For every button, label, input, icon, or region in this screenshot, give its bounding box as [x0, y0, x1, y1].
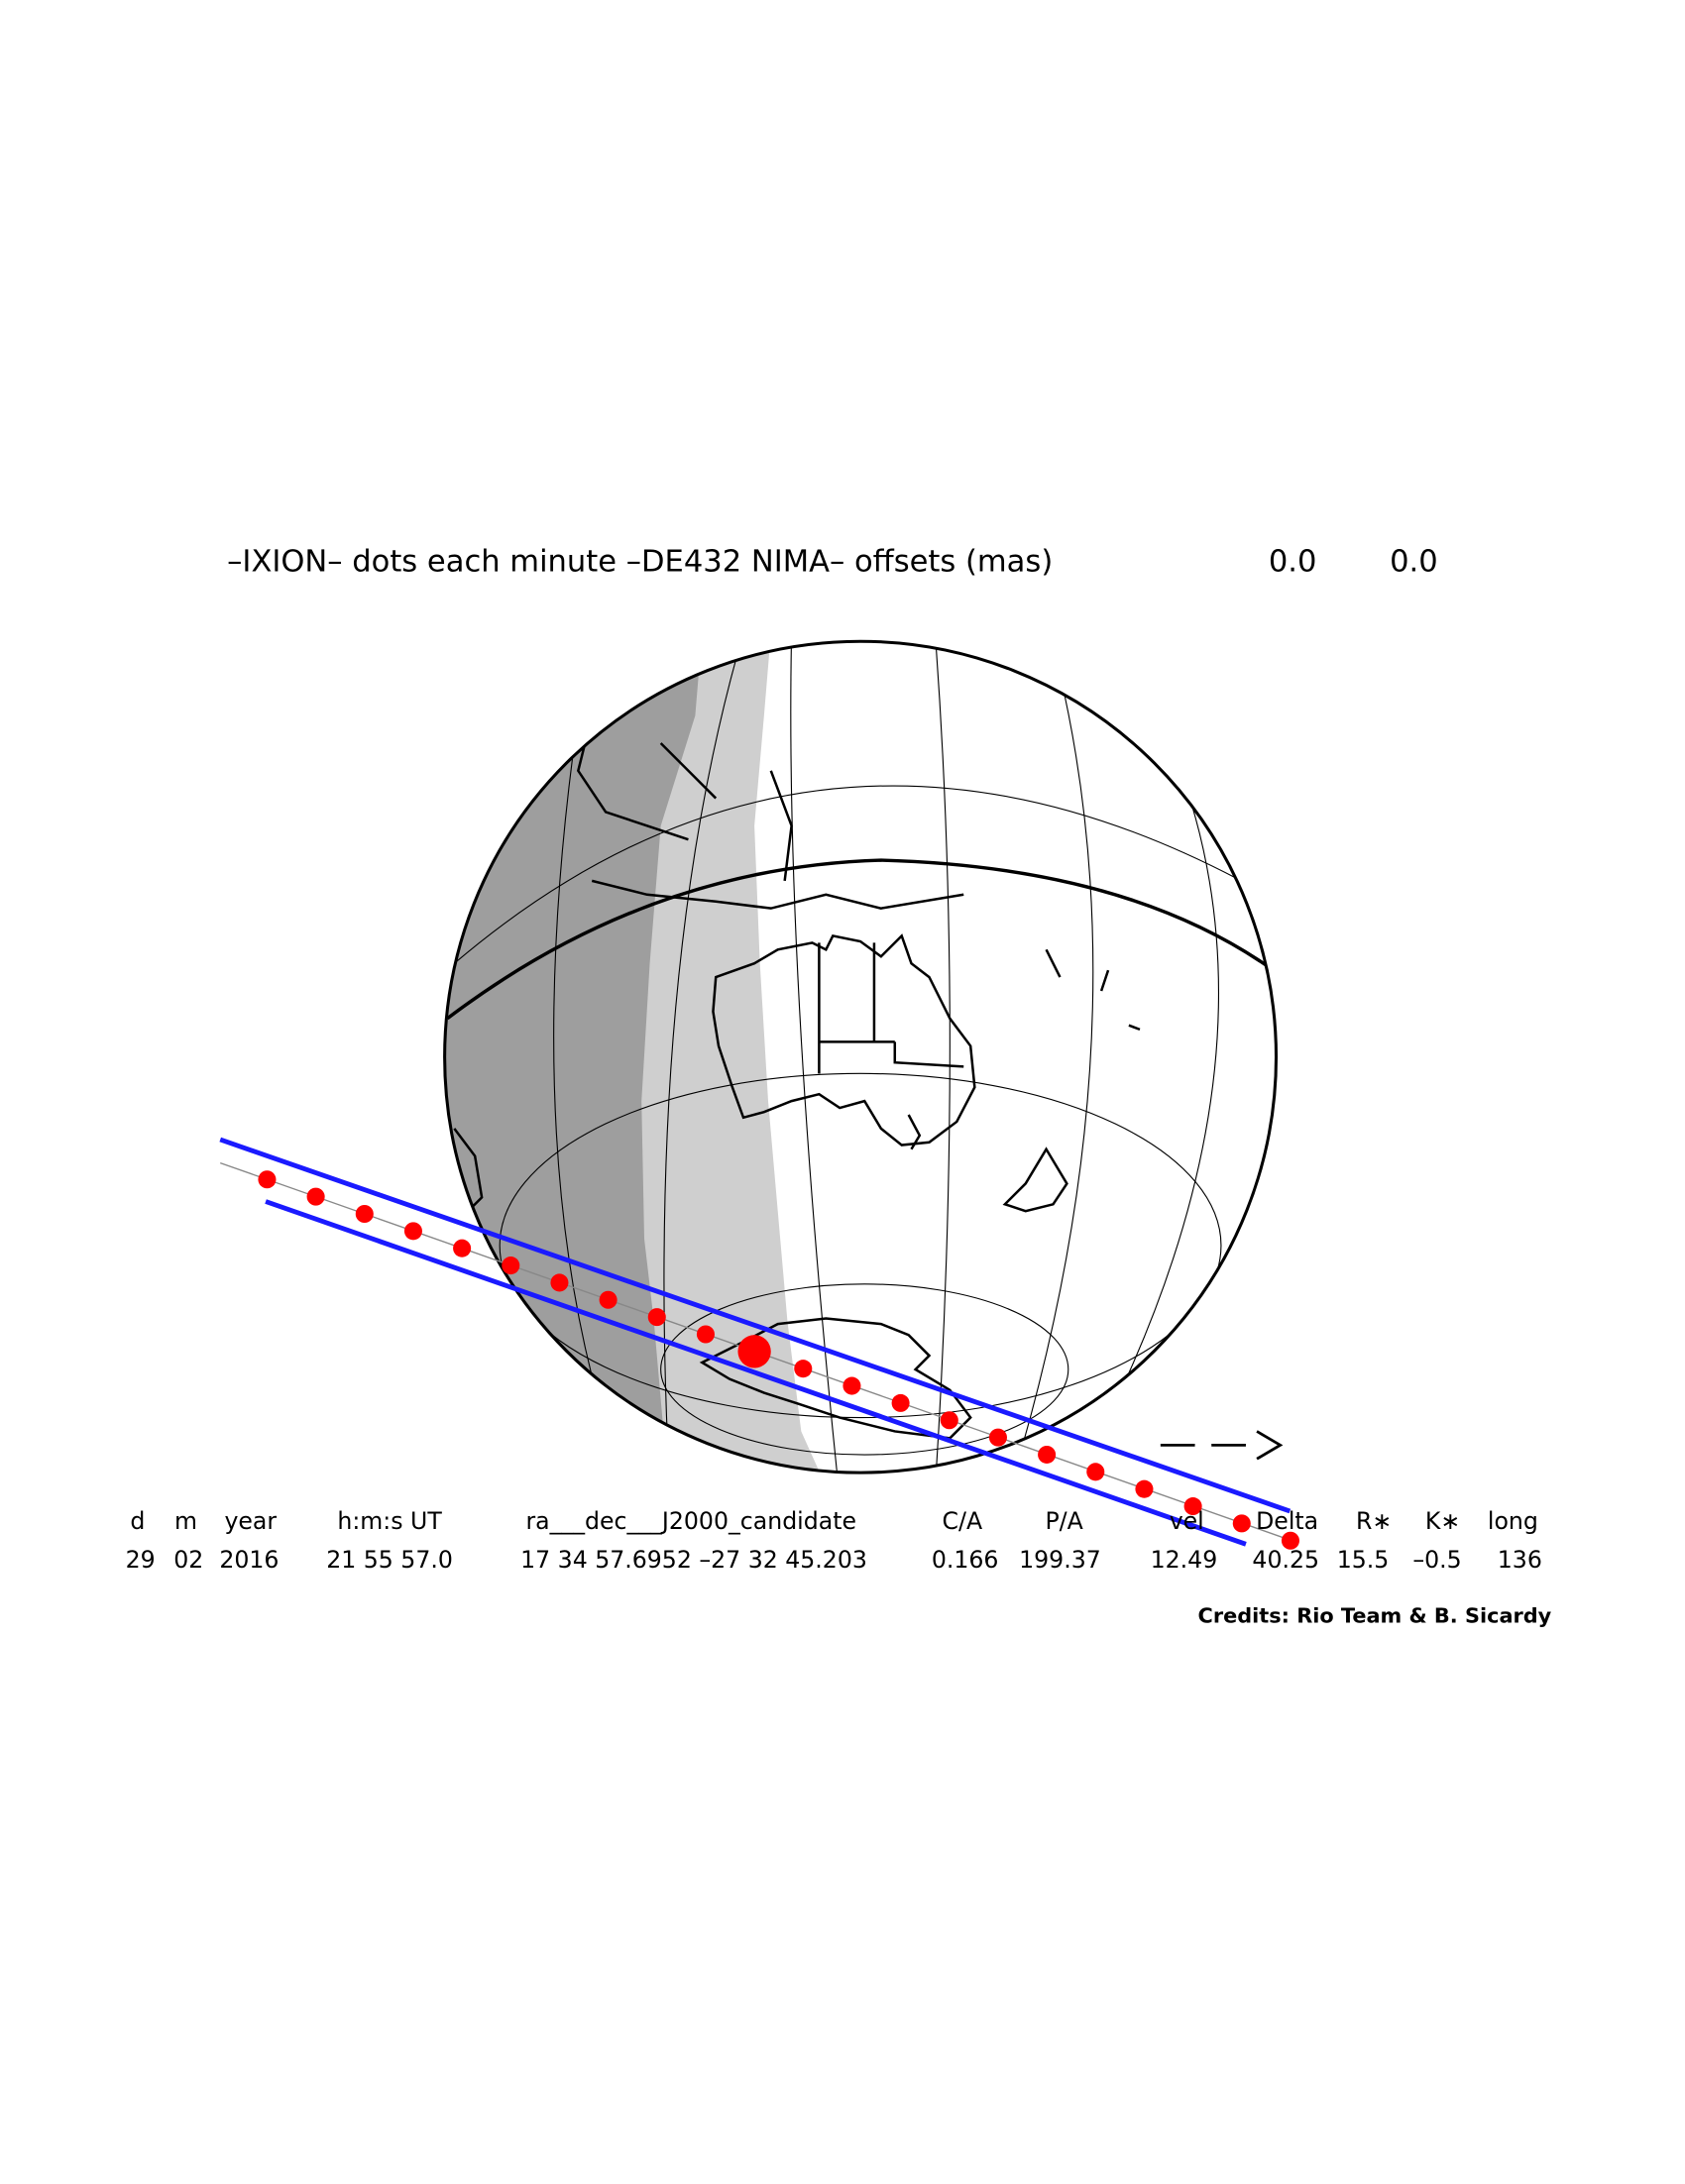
table-cell: 21 55 57.0	[326, 1546, 453, 1574]
table-cell: 12.49	[1151, 1546, 1218, 1574]
table-cell: 2016	[219, 1546, 279, 1574]
table-cell: 136	[1498, 1546, 1542, 1574]
path-dot	[1232, 1514, 1251, 1533]
path-dot	[1183, 1497, 1202, 1516]
path-dot	[355, 1204, 374, 1224]
coastlines	[453, 687, 1141, 1440]
offset-value: 0.0	[1269, 544, 1317, 579]
path-dot	[696, 1325, 715, 1344]
table-header: long	[1488, 1507, 1538, 1535]
path-dot	[1086, 1463, 1105, 1481]
table-header: R∗	[1356, 1507, 1392, 1535]
graticule	[453, 641, 1268, 1474]
path-dot	[1135, 1479, 1154, 1498]
shadow-limit	[265, 1199, 1247, 1547]
path-dot	[647, 1308, 666, 1327]
path-dot	[403, 1222, 422, 1241]
path-dot	[891, 1393, 910, 1412]
table-cell: 15.5	[1337, 1546, 1390, 1574]
path-dot	[1038, 1445, 1057, 1464]
table-header: year	[224, 1507, 277, 1535]
table-cell: 17 34 57.6952 –27 32 45.203	[520, 1546, 867, 1574]
path-dot	[599, 1290, 618, 1309]
shadow-limit	[219, 1137, 1292, 1514]
offset-value: 0.0	[1390, 544, 1438, 579]
closest-approach-dot	[737, 1335, 771, 1368]
table-header: C/A	[943, 1507, 983, 1535]
event-table: d m year h:m:s UT ra___dec___J2000_candidate…	[126, 1507, 1542, 1574]
table-cell: 0.166	[932, 1546, 999, 1574]
table-header: Delta	[1256, 1507, 1318, 1535]
path-dot	[988, 1428, 1007, 1447]
direction-arrow	[1160, 1430, 1284, 1461]
path-dot	[842, 1376, 861, 1395]
path-dot	[258, 1170, 277, 1189]
equator	[446, 858, 1275, 1021]
table-header: vel	[1170, 1507, 1204, 1535]
map-title: –IXION– dots each minute –DE432 NIMA– of…	[227, 544, 1053, 579]
path-dot	[940, 1411, 958, 1430]
credits: Credits: Rio Team & B. Sicardy	[1198, 1603, 1552, 1627]
path-dot	[502, 1256, 520, 1275]
table-header: m	[174, 1507, 197, 1535]
table-header: ra___dec___J2000_candidate	[525, 1507, 856, 1535]
time-dots	[258, 1170, 1299, 1550]
globe-outline	[443, 639, 1279, 1474]
globe	[444, 641, 1277, 1474]
table-header: d	[130, 1507, 145, 1535]
path-dot	[453, 1239, 472, 1257]
path-dot	[550, 1273, 569, 1292]
path-dot	[794, 1360, 813, 1378]
table-cell: –0.5	[1412, 1546, 1461, 1574]
table-header: h:m:s UT	[337, 1507, 442, 1535]
table-cell: 29	[126, 1546, 156, 1574]
table-cell: 02	[173, 1546, 203, 1574]
table-header: P/A	[1045, 1507, 1082, 1535]
table-header: K∗	[1425, 1507, 1460, 1535]
table-cell: 40.25	[1252, 1546, 1319, 1574]
path-dot	[1281, 1531, 1299, 1550]
table-cell: 199.37	[1019, 1546, 1101, 1574]
path-dot	[306, 1187, 325, 1206]
